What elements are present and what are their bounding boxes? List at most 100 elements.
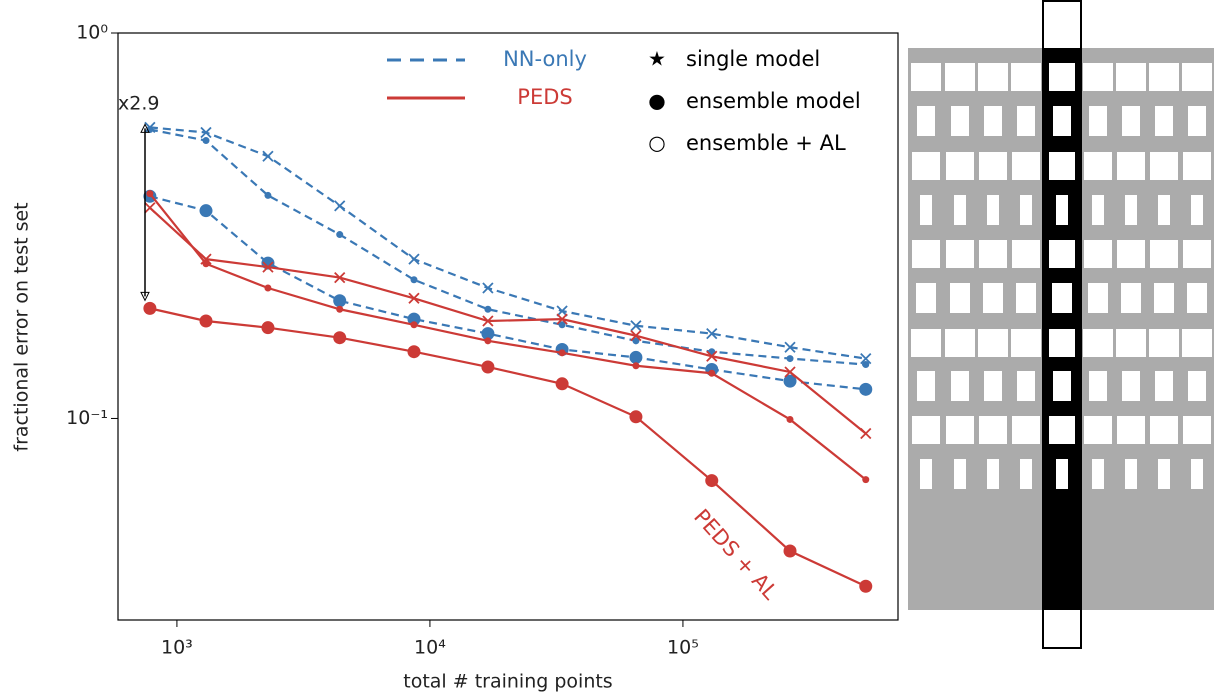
- big-dot: [407, 312, 421, 326]
- hole: [1149, 63, 1179, 91]
- legend-label: NN-only: [503, 47, 587, 71]
- big-dot: [199, 314, 213, 328]
- small-dot: [264, 284, 272, 292]
- hole: [1089, 371, 1107, 401]
- hole: [950, 283, 970, 313]
- arrow-head: [140, 291, 150, 302]
- hole: [912, 152, 940, 180]
- hole: [1052, 283, 1072, 313]
- plot-frame: [117, 32, 899, 621]
- small-dot: [202, 137, 210, 145]
- small-dot: [862, 361, 870, 369]
- hole: [945, 329, 975, 357]
- hole: [1182, 63, 1212, 91]
- hole: [1125, 195, 1137, 225]
- hole: [979, 240, 1007, 268]
- hole: [1020, 459, 1032, 489]
- hole: [1149, 329, 1179, 357]
- small-dot: [202, 260, 210, 268]
- hole: [1158, 459, 1170, 489]
- small-dot: [264, 191, 272, 199]
- x-marker: [144, 202, 156, 214]
- hole: [912, 240, 940, 268]
- hole: [951, 371, 969, 401]
- x-marker: [860, 352, 872, 365]
- legend-label: single model: [686, 47, 820, 71]
- hole: [1092, 459, 1104, 489]
- hole: [1012, 152, 1040, 180]
- hole: [916, 283, 936, 313]
- hole: [1188, 106, 1206, 136]
- big-dot: [705, 474, 719, 488]
- hole: [920, 195, 932, 225]
- series-line: [149, 307, 867, 588]
- hole: [978, 63, 1008, 91]
- hole: [1083, 63, 1113, 91]
- hole: [1084, 152, 1112, 180]
- x-marker: [706, 327, 718, 340]
- hole: [1183, 240, 1211, 268]
- hole: [1011, 329, 1041, 357]
- big-dot: [481, 360, 495, 374]
- hole: [920, 459, 932, 489]
- x-tick-label: 10³: [161, 637, 193, 659]
- arrow-head: [140, 123, 150, 133]
- hole: [945, 63, 975, 91]
- hole: [1089, 106, 1107, 136]
- small-dot: [336, 305, 344, 313]
- hole: [1183, 152, 1211, 180]
- legend-symbol: ○: [648, 131, 665, 155]
- hole: [1116, 63, 1146, 91]
- hole: [1020, 195, 1032, 225]
- x-marker: [860, 427, 872, 440]
- ratio-annotation: x2.9: [118, 93, 159, 115]
- x-axis-label: total # training points: [403, 671, 612, 693]
- big-dot: [333, 331, 347, 345]
- hole: [1182, 329, 1212, 357]
- small-dot: [410, 321, 418, 329]
- hole: [1016, 283, 1036, 313]
- hole: [1084, 240, 1112, 268]
- hole: [1150, 416, 1178, 444]
- big-dot: [859, 579, 873, 593]
- structure-diagram: [908, 0, 1214, 649]
- hole: [946, 152, 974, 180]
- legend-label: PEDS: [517, 85, 572, 109]
- hole: [1017, 106, 1035, 136]
- x-marker: [200, 126, 212, 139]
- y-tick-label: 10⁻¹: [66, 407, 108, 429]
- hole: [1183, 416, 1211, 444]
- hole: [1158, 195, 1170, 225]
- hole: [1154, 283, 1174, 313]
- x-marker: [556, 305, 568, 317]
- x-marker: [706, 350, 718, 362]
- hole: [1012, 240, 1040, 268]
- big-dot: [143, 301, 157, 315]
- small-dot: [558, 321, 566, 329]
- hole: [1017, 371, 1035, 401]
- hole: [978, 329, 1008, 357]
- hole: [954, 459, 966, 489]
- small-dot: [484, 305, 492, 313]
- x-marker: [334, 271, 346, 284]
- small-dot: [786, 355, 794, 363]
- big-dot: [333, 294, 347, 308]
- x-marker: [262, 261, 274, 273]
- hole: [954, 195, 966, 225]
- hole: [1049, 416, 1075, 444]
- hole: [1012, 416, 1040, 444]
- x-marker: [200, 253, 212, 265]
- x-marker: [630, 320, 642, 332]
- legend-label: ensemble + AL: [686, 131, 846, 155]
- hole: [979, 416, 1007, 444]
- hole: [951, 106, 969, 136]
- hole: [1083, 329, 1113, 357]
- hole: [1049, 240, 1075, 268]
- hole: [946, 240, 974, 268]
- hole: [1056, 459, 1068, 489]
- hole: [911, 329, 941, 357]
- small-dot: [558, 349, 566, 357]
- hole: [917, 371, 935, 401]
- small-dot: [410, 276, 418, 284]
- hole: [1188, 371, 1206, 401]
